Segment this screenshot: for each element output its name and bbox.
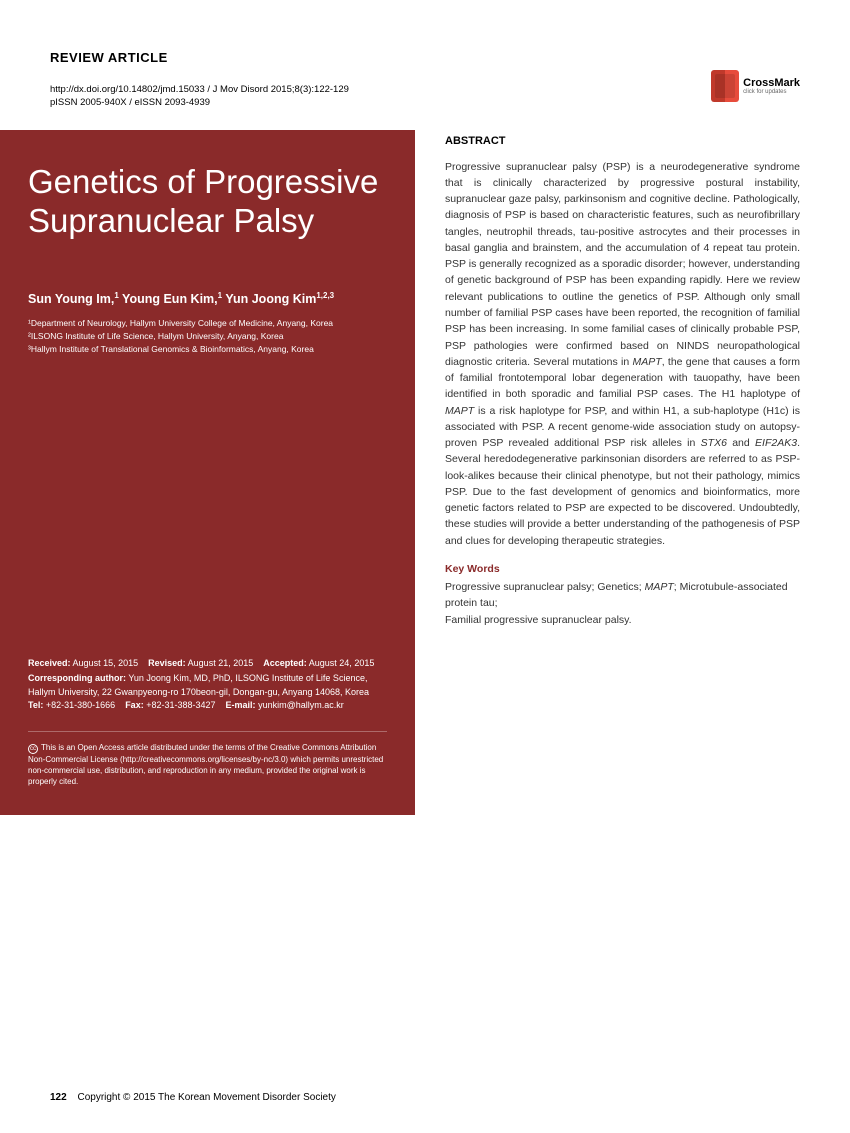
doi-line: http://dx.doi.org/10.14802/jmd.15033 / J… [50,83,800,96]
header-section: REVIEW ARTICLE http://dx.doi.org/10.1480… [0,50,800,110]
keywords-text: Progressive supranuclear palsy; Genetics… [445,579,800,628]
main-container: Genetics of Progressive Supranuclear Pal… [0,130,800,816]
page-number: 122 [50,1092,67,1103]
affiliation-line: ³Hallym Institute of Translational Genom… [28,344,387,356]
crossmark-icon [711,70,739,102]
crossmark-badge[interactable]: CrossMark click for updates [711,70,800,102]
abstract-text: Progressive supranuclear palsy (PSP) is … [445,159,800,549]
crossmark-sublabel: click for updates [743,89,800,95]
authors: Sun Young Im,1 Young Eun Kim,1 Yun Joong… [28,291,387,306]
page-footer: 122 Copyright © 2015 The Korean Movement… [50,1092,336,1103]
abstract-heading: ABSTRACT [445,135,800,147]
article-type-label: REVIEW ARTICLE [50,50,800,65]
affiliation-line: ¹Department of Neurology, Hallym Univers… [28,318,387,330]
affiliation-line: ²ILSONG Institute of Life Science, Hally… [28,331,387,343]
cc-icon: cc [28,744,38,754]
keywords-heading: Key Words [445,563,800,575]
title-panel: Genetics of Progressive Supranuclear Pal… [0,130,415,816]
article-metadata: Received: August 15, 2015 Revised: Augus… [28,657,387,788]
article-title: Genetics of Progressive Supranuclear Pal… [28,162,387,241]
license-text: ccThis is an Open Access article distrib… [28,731,387,788]
crossmark-label: CrossMark [743,77,800,89]
affiliations: ¹Department of Neurology, Hallym Univers… [28,318,387,357]
corresponding-author: Corresponding author: Yun Joong Kim, MD,… [28,672,387,713]
dates-line: Received: August 15, 2015 Revised: Augus… [28,657,387,671]
issn-line: pISSN 2005-940X / eISSN 2093-4939 [50,96,800,109]
copyright-text: Copyright © 2015 The Korean Movement Dis… [77,1092,335,1103]
abstract-panel: ABSTRACT Progressive supranuclear palsy … [445,130,800,816]
